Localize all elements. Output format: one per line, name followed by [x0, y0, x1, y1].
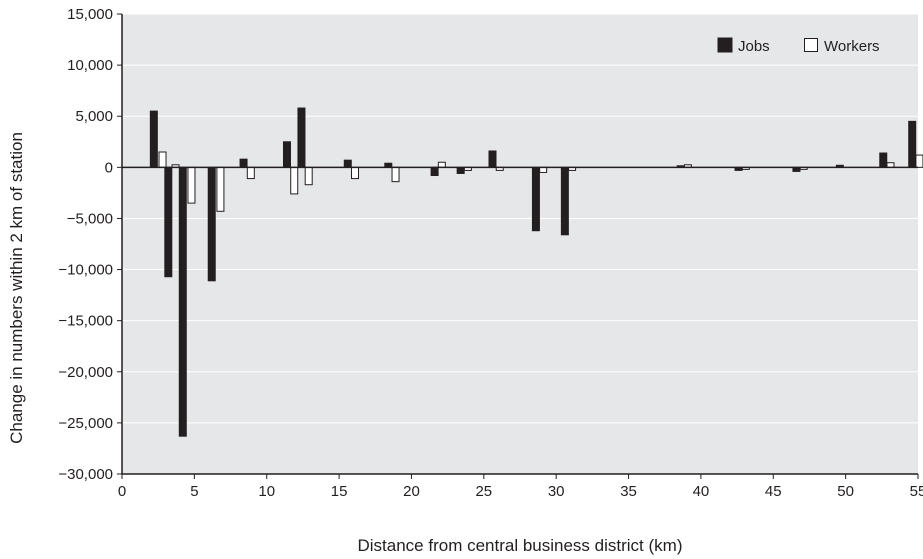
- x-tick-label: 55: [910, 483, 923, 500]
- y-tick-label: 0: [105, 159, 113, 176]
- x-axis-title: Distance from central business district …: [358, 536, 683, 555]
- legend-swatch-workers: [804, 38, 818, 52]
- legend: Jobs Workers: [717, 37, 880, 55]
- axes-group: [117, 13, 919, 479]
- bar-jobs: [908, 120, 917, 168]
- x-tick-label: 0: [118, 483, 126, 500]
- x-tick-label: 40: [693, 483, 710, 500]
- legend-swatch-jobs: [717, 37, 733, 53]
- y-tick-label: 5,000: [75, 108, 113, 125]
- bar-workers: [915, 154, 923, 168]
- bar-jobs: [456, 166, 465, 174]
- x-tick-label: 5: [190, 483, 198, 500]
- bar-workers: [158, 151, 167, 168]
- bar-jobs: [430, 166, 439, 177]
- bar-jobs: [560, 166, 569, 236]
- y-axis-title: Change in numbers within 2 km of station: [7, 132, 26, 444]
- y-tick-label: −15,000: [58, 313, 113, 330]
- bar-workers: [391, 166, 400, 183]
- y-tick-label: −10,000: [58, 262, 113, 279]
- legend-label-workers: Workers: [824, 38, 880, 55]
- bar-jobs: [207, 166, 216, 282]
- bar-jobs: [879, 152, 888, 168]
- bar-workers: [437, 161, 446, 168]
- y-tick-labels: 15,000 10,000 5,000 0 −5,000 −10,000 −15,000 −2…: [58, 6, 113, 483]
- bar-jobs: [343, 159, 352, 168]
- bar-workers: [187, 166, 196, 204]
- bar-workers: [304, 166, 313, 186]
- y-tick-label: −20,000: [58, 364, 113, 381]
- bar-jobs: [531, 166, 540, 232]
- x-tick-labels: 0 5 10 15 20 25 30 35 40 45 50 55: [118, 483, 923, 500]
- bar-jobs: [488, 150, 497, 168]
- x-tick-label: 20: [403, 483, 420, 500]
- y-tick-label: 15,000: [67, 6, 113, 23]
- bar-workers: [539, 166, 548, 173]
- y-tick-label: 10,000: [67, 57, 113, 74]
- x-tick-label: 15: [331, 483, 348, 500]
- y-tick-label: −25,000: [58, 415, 113, 432]
- bar-jobs: [297, 107, 306, 168]
- bar-jobs: [282, 141, 291, 168]
- bar-jobs: [239, 158, 248, 168]
- bar-jobs: [164, 166, 173, 278]
- x-tick-label: 25: [475, 483, 492, 500]
- bar-jobs: [178, 166, 187, 437]
- y-tick-label: −5,000: [67, 210, 113, 227]
- bar-workers: [351, 166, 360, 180]
- legend-label-jobs: Jobs: [738, 38, 770, 55]
- x-tick-label: 35: [620, 483, 637, 500]
- bar-workers: [290, 166, 299, 195]
- bar-workers: [216, 166, 225, 212]
- plot-background: [122, 14, 918, 474]
- x-tick-label: 45: [765, 483, 782, 500]
- x-tick-label: 10: [258, 483, 275, 500]
- x-tick-label: 50: [837, 483, 854, 500]
- bar-jobs: [149, 110, 158, 168]
- y-tick-label: −30,000: [58, 466, 113, 483]
- x-tick-label: 30: [548, 483, 565, 500]
- bar-workers: [246, 166, 255, 180]
